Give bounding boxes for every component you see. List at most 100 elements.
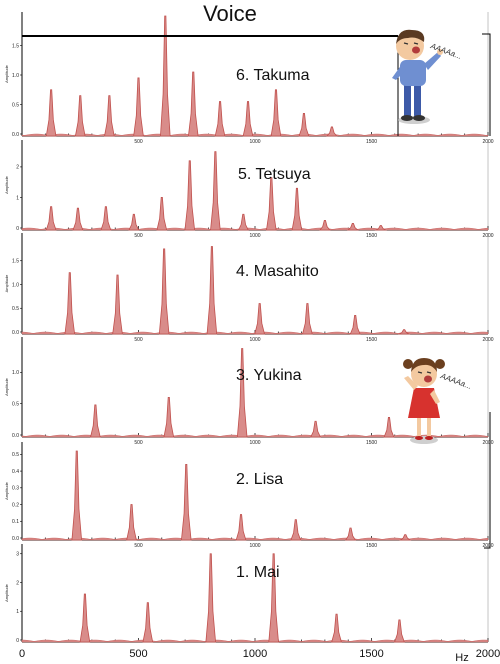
spectral-peak (291, 187, 303, 231)
arm-raised (404, 376, 418, 390)
y-axis-label: Amplitude (4, 64, 9, 83)
y-tick-label: 1.5 (12, 43, 19, 49)
shirt (400, 60, 426, 86)
bottom-x-tick-label: 2000 (476, 648, 500, 660)
spectral-peak (156, 197, 168, 231)
y-tick-label: 0.5 (12, 102, 19, 108)
x-tick-label: 1000 (249, 139, 260, 145)
y-tick-label: 1.0 (12, 73, 19, 79)
leg-left (417, 414, 421, 438)
spectral-peak (214, 101, 226, 137)
spectral-peak (112, 274, 123, 335)
spectral-peak (126, 504, 137, 541)
right-bracket-bottom (484, 412, 491, 549)
spectral-peak (346, 223, 359, 231)
shoe-right (425, 436, 433, 440)
spectral-peak (298, 112, 310, 137)
panel-title: 3. Yukina (236, 367, 302, 384)
x-tick-label: 1500 (366, 233, 377, 239)
eyes (403, 42, 419, 45)
spectral-peak (399, 534, 412, 541)
boy-shouting-icon: AAAAa... (392, 29, 463, 124)
spectral-peak (160, 15, 171, 137)
y-tick-label: 0.0 (12, 132, 19, 138)
spectral-peak (310, 420, 322, 438)
x-tick-label: 500 (134, 440, 143, 446)
y-tick-label: 0.4 (12, 469, 19, 475)
x-tick-label: 1500 (366, 543, 377, 549)
spectral-peak (268, 553, 279, 643)
pigtail-right (435, 359, 445, 369)
arm-down (430, 390, 440, 404)
x-tick-label: 500 (134, 337, 143, 343)
spectral-peak (374, 225, 388, 231)
spectral-peak (206, 246, 218, 335)
spectral-peak (290, 519, 302, 541)
eyes (417, 371, 432, 374)
x-tick-label: 500 (134, 233, 143, 239)
shout-text: AAAAa... (438, 371, 473, 391)
spectral-peak (133, 77, 144, 137)
hair (396, 29, 425, 44)
y-axis-label: Amplitude (4, 583, 9, 602)
bottom-x-tick-label: 1000 (243, 648, 267, 660)
x-tick-label: 500 (134, 139, 143, 145)
y-tick-label: 0 (16, 226, 19, 232)
spectral-peak (344, 527, 357, 541)
shoe-left (401, 115, 413, 121)
spectral-peak (349, 314, 361, 335)
spectral-peak (236, 348, 248, 438)
bottom-x-tick-label: 500 (129, 648, 147, 660)
right-bracket-top (482, 33, 491, 136)
spectral-peak (210, 151, 221, 231)
spectral-peak (158, 248, 170, 335)
mouth (412, 46, 420, 54)
y-tick-label: 0.3 (12, 486, 19, 492)
y-axis-label: Amplitude (4, 377, 9, 396)
spectrum-panel-1: 0 1 2 3 Amplitude 1. Mai (4, 544, 489, 644)
girl-shouting-icon: AAAAa... (403, 358, 473, 444)
leg-right (414, 83, 421, 117)
spectral-peak (254, 303, 266, 335)
x-tick-label: 500 (134, 543, 143, 549)
y-axis-label: Amplitude (4, 481, 9, 500)
spectral-peak (142, 602, 154, 643)
noise-floor (21, 639, 489, 643)
x-tick-label: 1000 (249, 543, 260, 549)
shoe-left (415, 436, 423, 440)
arm-down (392, 64, 406, 80)
y-tick-label: 0 (16, 638, 19, 644)
x-axis-unit-label: Hz (455, 652, 468, 664)
y-tick-label: 3 (16, 552, 19, 558)
y-tick-label: 0.0 (12, 536, 19, 542)
spectral-peak (383, 417, 395, 438)
y-tick-label: 1 (16, 195, 19, 201)
y-tick-label: 1.0 (12, 370, 19, 376)
x-tick-label: 1000 (249, 233, 260, 239)
x-tick-label: 1500 (366, 139, 377, 145)
hand (437, 49, 443, 55)
panel-title: 6. Takuma (236, 67, 310, 84)
y-tick-label: 0.0 (12, 433, 19, 439)
y-tick-label: 1 (16, 609, 19, 615)
spectral-peak (163, 397, 175, 438)
y-tick-label: 0.1 (12, 519, 19, 525)
leg-left (404, 83, 411, 117)
y-axis-label: Amplitude (4, 175, 9, 194)
panel-title: 5. Tetsuya (238, 166, 311, 183)
spectral-peak (72, 207, 84, 231)
panel-title: 4. Masahito (236, 263, 319, 280)
spectral-peak (180, 464, 192, 541)
arm-raised (424, 52, 441, 70)
spectral-peak (205, 553, 217, 643)
bottom-x-tick-label: 1500 (359, 648, 383, 660)
x-tick-label: 1000 (249, 440, 260, 446)
spectral-peak (90, 404, 101, 438)
spectral-peak (394, 619, 405, 643)
mouth (424, 375, 432, 383)
y-tick-label: 0.5 (12, 401, 19, 407)
hair (411, 358, 437, 372)
